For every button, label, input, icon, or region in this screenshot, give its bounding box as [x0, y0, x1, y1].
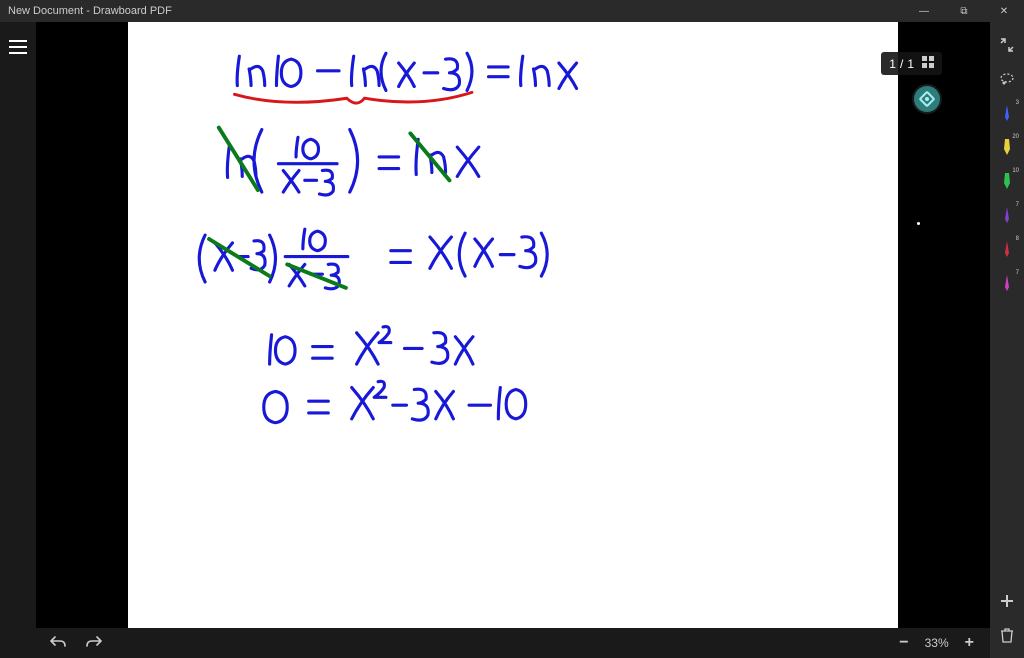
document-page[interactable]	[128, 22, 898, 628]
tool-badge: 3	[1016, 100, 1019, 106]
zoom-out-button[interactable]: −	[893, 632, 914, 654]
stray-mark	[917, 222, 920, 225]
maximize-button[interactable]: ⧉	[944, 0, 984, 22]
tool-badge: 10	[1012, 168, 1019, 174]
grid-view-icon[interactable]	[922, 56, 934, 71]
minimize-button[interactable]: —	[904, 0, 944, 22]
tool-badge: 7	[1016, 270, 1019, 276]
bottom-toolbar: − 33% +	[36, 628, 990, 658]
undo-button[interactable]	[46, 631, 70, 656]
redo-button[interactable]	[82, 631, 106, 656]
tool-badge: 20	[1012, 134, 1019, 140]
canvas-area: 1 / 1	[36, 22, 990, 628]
pen-tool-purple-icon[interactable]: 7	[993, 200, 1021, 230]
right-toolbar: 3 20 10 7 8 7	[990, 22, 1024, 658]
highlighter-green-icon[interactable]: 10	[993, 166, 1021, 196]
tool-badge: 8	[1016, 236, 1019, 242]
page-indicator[interactable]: 1 / 1	[881, 52, 942, 75]
left-sidebar	[0, 22, 36, 658]
window-controls: — ⧉ ✕	[904, 0, 1024, 22]
lasso-tool-icon[interactable]	[993, 64, 1021, 94]
tool-badge: 7	[1016, 202, 1019, 208]
window-title: New Document - Drawboard PDF	[8, 5, 904, 17]
handwriting-layer	[128, 22, 898, 628]
add-tool-icon[interactable]	[993, 586, 1021, 616]
pen-tool-magenta-icon[interactable]: 7	[993, 268, 1021, 298]
pen-tool-red-icon[interactable]: 8	[993, 234, 1021, 264]
page-total: 1	[907, 57, 914, 71]
trash-icon[interactable]	[993, 620, 1021, 650]
target-tool-icon[interactable]	[914, 86, 940, 112]
zoom-in-button[interactable]: +	[959, 632, 980, 654]
close-button[interactable]: ✕	[984, 0, 1024, 22]
title-bar: New Document - Drawboard PDF — ⧉ ✕	[0, 0, 1024, 22]
pen-tool-blue-icon[interactable]: 3	[993, 98, 1021, 128]
page-current: 1	[889, 57, 896, 71]
expand-tool-icon[interactable]	[993, 30, 1021, 60]
page-separator: /	[900, 57, 903, 71]
zoom-value: 33%	[925, 636, 949, 650]
menu-icon[interactable]	[3, 32, 33, 65]
highlighter-yellow-icon[interactable]: 20	[993, 132, 1021, 162]
